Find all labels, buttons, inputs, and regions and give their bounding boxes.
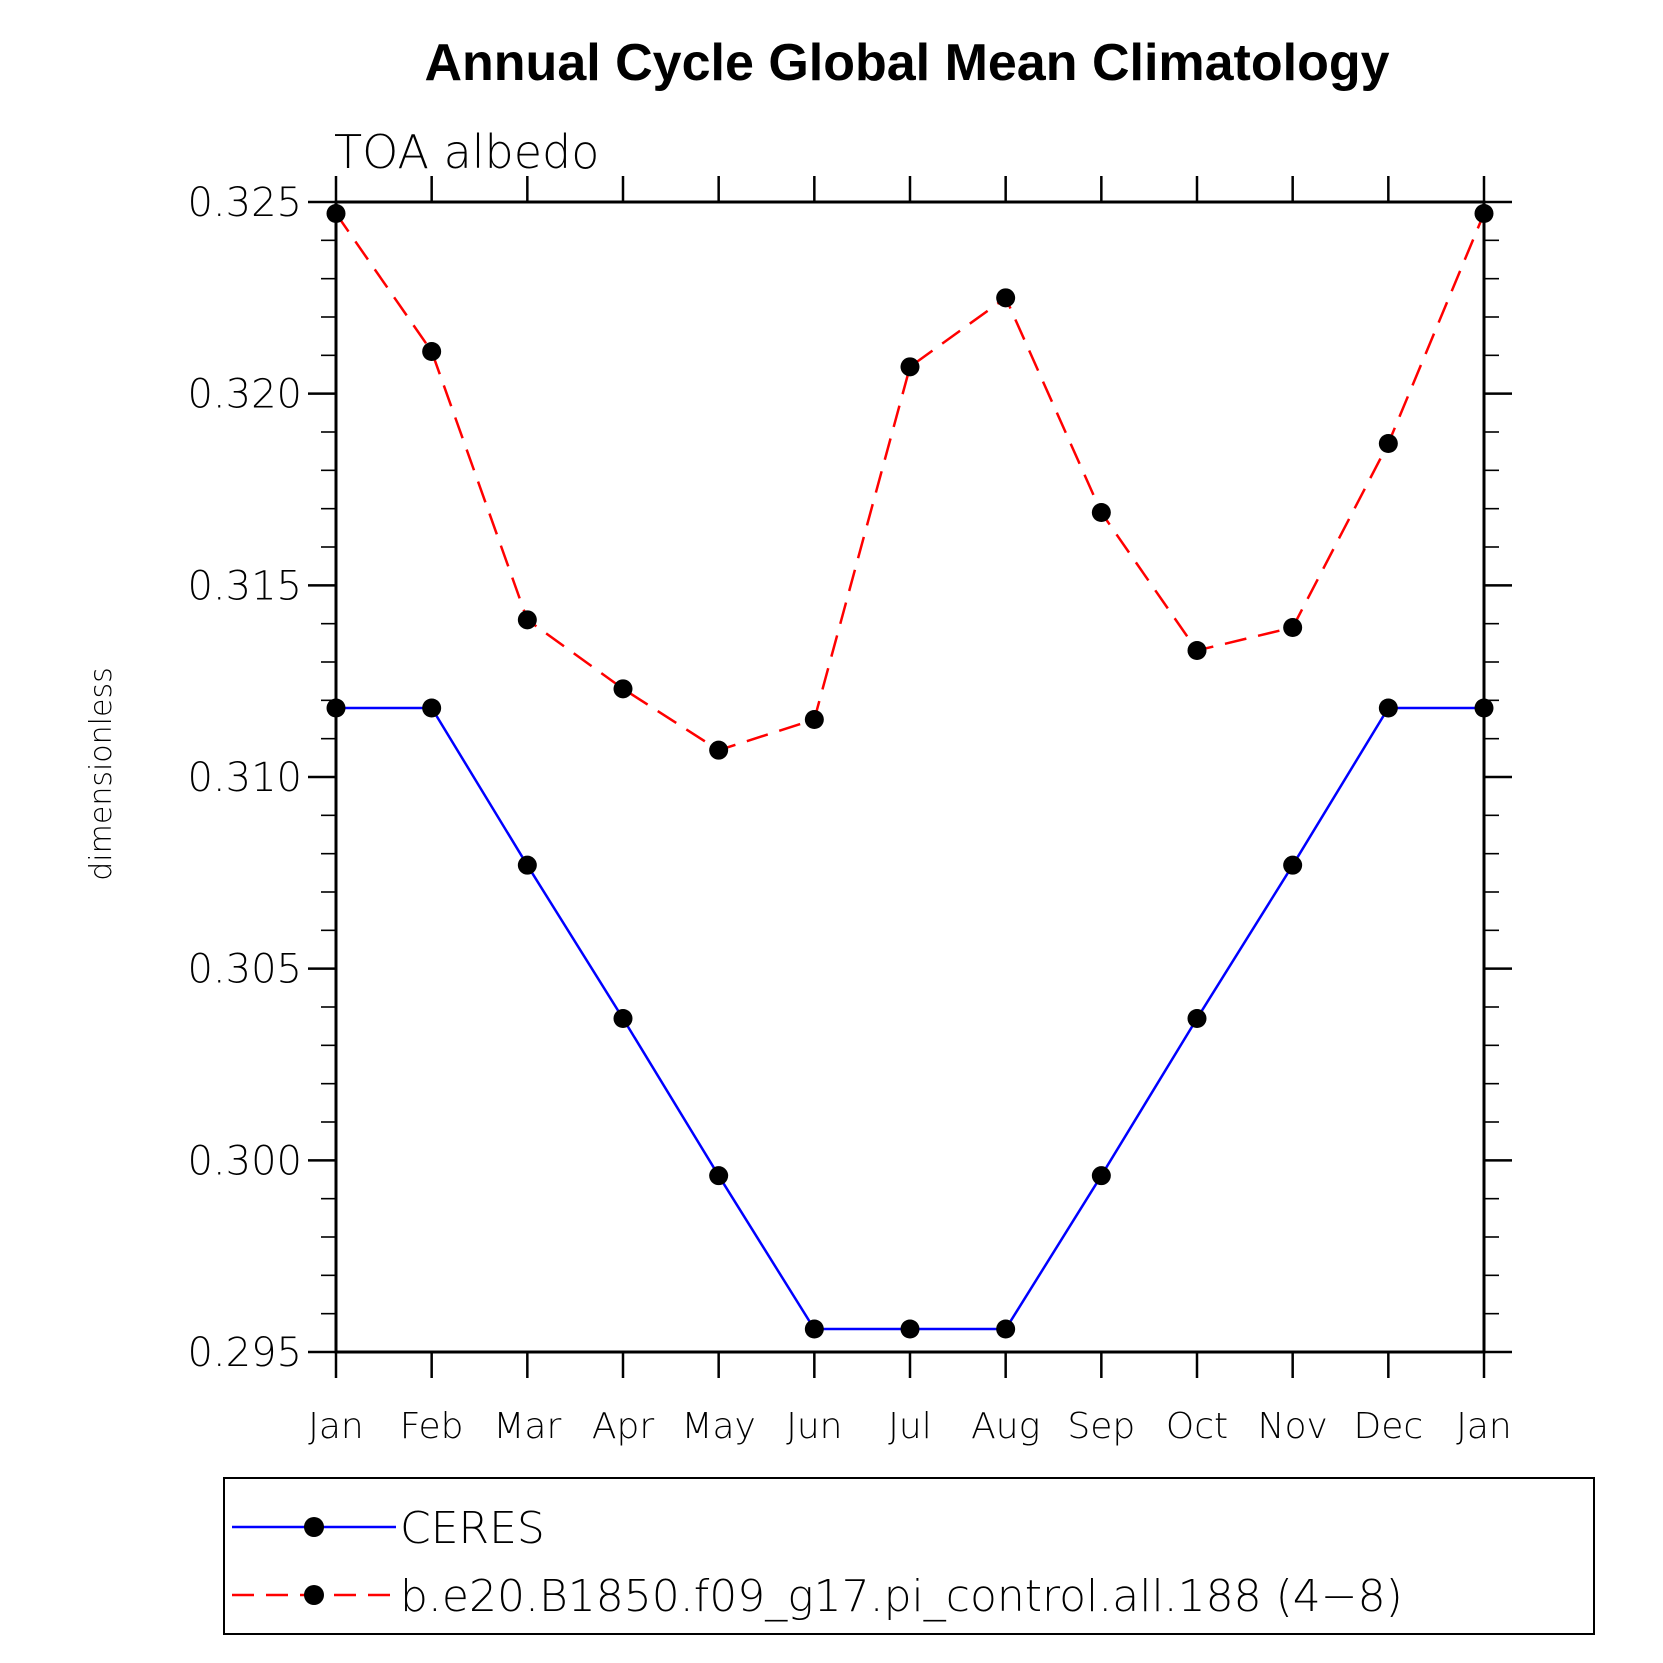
data-point bbox=[996, 1319, 1016, 1339]
x-tick-label: Apr bbox=[592, 1406, 654, 1447]
data-point bbox=[1091, 503, 1111, 522]
data-point bbox=[1187, 641, 1207, 660]
y-tick-label: 0.325 bbox=[187, 180, 302, 226]
series-1 bbox=[326, 204, 1494, 760]
chart-title: Annual Cycle Global Mean Climatology bbox=[424, 34, 1389, 92]
x-tick-label: Jan bbox=[1456, 1406, 1512, 1447]
data-point bbox=[709, 740, 729, 760]
y-axis-label: dimensionless bbox=[84, 667, 119, 880]
x-tick-label: Sep bbox=[1067, 1406, 1135, 1447]
legend-label: CERES bbox=[400, 1503, 545, 1554]
data-point bbox=[1474, 698, 1494, 718]
series-layer bbox=[326, 204, 1494, 1339]
data-point bbox=[804, 710, 824, 729]
x-tick-label: Aug bbox=[971, 1406, 1040, 1447]
data-point bbox=[422, 698, 442, 718]
x-tick-label: Feb bbox=[400, 1406, 464, 1447]
data-point bbox=[1378, 698, 1398, 718]
data-point bbox=[996, 288, 1016, 308]
data-point bbox=[709, 1166, 729, 1186]
y-tick-label: 0.310 bbox=[187, 755, 302, 801]
y-tick-label: 0.320 bbox=[187, 372, 302, 418]
x-tick-label: Jun bbox=[786, 1406, 842, 1447]
x-tick-label: Dec bbox=[1353, 1406, 1423, 1447]
y-tick-label: 0.315 bbox=[187, 563, 302, 609]
series-0 bbox=[326, 698, 1494, 1339]
x-tick-label: Nov bbox=[1258, 1406, 1328, 1447]
series-line bbox=[334, 212, 1486, 752]
data-point bbox=[326, 204, 346, 223]
legend-label: b.e20.B1850.f09_g17.pi_control.all.188 (… bbox=[400, 1571, 1403, 1622]
data-point bbox=[613, 679, 633, 699]
data-point bbox=[422, 342, 442, 361]
data-point bbox=[900, 1319, 920, 1339]
data-point bbox=[1474, 204, 1494, 223]
series-line bbox=[336, 706, 1484, 1331]
plot-axes: Jan Feb Mar Apr May Jun Jul Aug Sep Oct Nov Dec Jan0… bbox=[187, 176, 1512, 1447]
data-point bbox=[1378, 434, 1398, 453]
x-tick-label: May bbox=[681, 1406, 755, 1447]
y-tick-label: 0.305 bbox=[187, 947, 302, 993]
legend-entries: CERES b.e20.B1850.f09_g17.pi_control.all.… bbox=[232, 1503, 1403, 1622]
legend-entry-0: CERES bbox=[232, 1503, 545, 1554]
x-tick-label: Oct bbox=[1166, 1406, 1228, 1447]
data-point bbox=[900, 357, 920, 377]
legend-box bbox=[223, 1477, 1595, 1635]
y-tick-label: 0.295 bbox=[187, 1330, 302, 1376]
y-tick-label: 0.300 bbox=[187, 1138, 302, 1184]
x-tick-label: Mar bbox=[493, 1406, 561, 1447]
data-point bbox=[1187, 1009, 1207, 1028]
legend-marker bbox=[304, 1585, 324, 1605]
chart-subtitle: TOA albedo bbox=[334, 125, 599, 179]
x-tick-label: Jul bbox=[888, 1406, 931, 1447]
legend: CERES b.e20.B1850.f09_g17.pi_control.all.… bbox=[223, 1477, 1595, 1635]
data-point bbox=[1091, 1166, 1111, 1186]
data-point bbox=[613, 1009, 633, 1028]
data-point bbox=[1283, 618, 1303, 637]
data-point bbox=[1283, 855, 1303, 875]
data-point bbox=[517, 855, 537, 875]
legend-marker bbox=[304, 1517, 324, 1537]
data-point bbox=[804, 1319, 824, 1339]
legend-entry-1: b.e20.B1850.f09_g17.pi_control.all.188 (… bbox=[232, 1571, 1403, 1622]
data-point bbox=[326, 698, 346, 718]
x-tick-label: Jan bbox=[308, 1406, 364, 1447]
data-point bbox=[517, 610, 537, 630]
